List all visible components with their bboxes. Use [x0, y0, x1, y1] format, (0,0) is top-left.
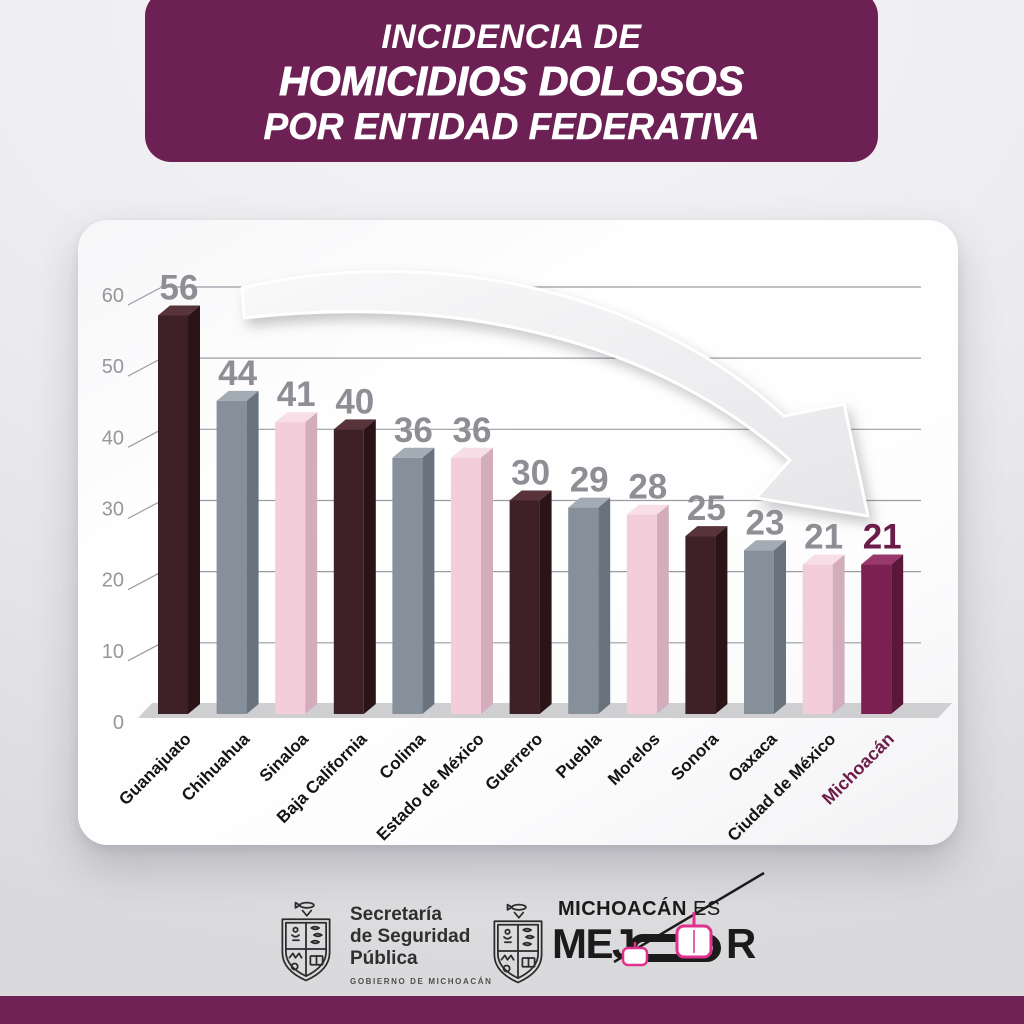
y-tick-label-30: 30 [102, 498, 124, 520]
y-tick-label-10: 10 [102, 641, 124, 663]
bar-side-Guanajuato [188, 305, 200, 714]
bar-side-Sinaloa [305, 412, 318, 714]
y-tick-label-0: 0 [113, 712, 124, 734]
x-label-Puebla: Puebla [552, 729, 605, 782]
bar-side-Sonora [715, 526, 728, 714]
bar-side-Puebla [598, 497, 611, 714]
bar-side-Baja California [363, 419, 376, 714]
y-tick-label-50: 50 [102, 356, 124, 378]
bar-top-Ciudad de México [802, 554, 845, 565]
brand-o-cablecar-track [629, 934, 721, 962]
x-label-Sonora: Sonora [667, 729, 722, 784]
michoacan-es-mejor-logo: MICHOACÁN ES MEJ R [486, 868, 786, 998]
bar-side-Chihuahua [246, 390, 259, 714]
ssp-name-line2: de Seguridad [350, 926, 471, 947]
bar-top-Baja California [333, 419, 376, 430]
value-label-Oaxaca: 23 [746, 503, 785, 542]
brand-r-text: R [726, 920, 757, 967]
value-label-Colima: 36 [394, 411, 433, 450]
bar-chart: 0 10 20 30 40 50 60 56 44 41 40 36 36 30 29 28 25 23 21 21 G… [102, 268, 952, 845]
brand-mej-text: MEJ [552, 920, 635, 967]
bar-side-Morelos [656, 504, 669, 714]
bar-top-Guanajuato [158, 305, 200, 316]
ssp-name-line3: Pública [350, 948, 418, 969]
brand-top-line: MICHOACÁN ES [558, 898, 721, 921]
bar-top-Chihuahua [216, 390, 259, 401]
value-label-Estado de México: 36 [453, 411, 492, 450]
x-label-Guerrero: Guerrero [482, 729, 547, 794]
x-label-Estado de México: Estado de México [373, 729, 488, 844]
bar-Morelos [626, 514, 657, 714]
bar-Estado de México [451, 457, 481, 714]
bar-Ciudad de México [802, 564, 833, 714]
bar-Colima [392, 457, 423, 714]
bar-Guerrero [509, 500, 540, 714]
bar-side-Oaxaca [774, 540, 786, 714]
axis-tick-50 [127, 358, 161, 377]
bar-side-Michoacán [891, 554, 904, 714]
axis-tick-60 [127, 287, 161, 306]
ssp-name-line1: Secretaría [350, 904, 442, 925]
value-label-Guerrero: 30 [511, 453, 550, 492]
value-label-Michoacán: 21 [863, 518, 902, 557]
chart-card: 0 10 20 30 40 50 60 56 44 41 40 36 36 30 29 28 25 23 21 21 G… [78, 220, 958, 845]
title-line-1: INCIDENCIA DE [381, 18, 642, 56]
value-label-Sinaloa: 41 [277, 375, 316, 414]
bar-top-Sinaloa [275, 412, 318, 423]
bar-side-Estado de México [481, 447, 493, 714]
axis-tick-10 [127, 643, 161, 662]
bar-side-Guerrero [539, 490, 552, 714]
bar-side-Ciudad de México [832, 554, 845, 714]
bar-Oaxaca [744, 550, 774, 714]
title-banner: INCIDENCIA DE HOMICIDIOS DOLOSOS POR ENT… [145, 0, 878, 162]
bar-top-Guerrero [509, 490, 552, 501]
x-label-Colima: Colima [376, 729, 430, 783]
bar-Chihuahua [216, 400, 247, 714]
bar-Michoacán [861, 564, 892, 714]
bar-top-Puebla [568, 497, 611, 508]
x-label-Morelos: Morelos [604, 729, 664, 789]
axis-tick-30 [127, 500, 161, 520]
bar-top-Colima [392, 447, 435, 458]
value-label-Chihuahua: 44 [218, 354, 257, 393]
axis-tick-20 [127, 572, 161, 591]
value-label-Puebla: 29 [570, 461, 609, 500]
bar-Baja California [333, 429, 364, 714]
x-label-Oaxaca: Oaxaca [725, 729, 782, 786]
x-label-Sinaloa: Sinaloa [256, 729, 313, 786]
value-label-Morelos: 28 [628, 468, 667, 507]
brand-michoacan-text: MICHOACÁN [558, 898, 687, 920]
title-line-3: POR ENTIDAD FEDERATIVA [263, 106, 760, 147]
trend-arrow [240, 270, 870, 518]
value-label-Ciudad de México: 21 [804, 518, 843, 557]
axis-tick-40 [127, 429, 161, 448]
bar-top-Michoacán [861, 554, 904, 565]
bar-Sinaloa [275, 422, 306, 714]
bar-top-Estado de México [451, 447, 493, 458]
bar-side-Colima [422, 447, 435, 714]
brand-es-text: ES [686, 898, 721, 920]
y-tick-label-20: 20 [102, 570, 124, 592]
bar-top-Sonora [685, 526, 728, 537]
bottom-accent-bar [0, 996, 1024, 1024]
y-tick-label-60: 60 [102, 285, 124, 307]
value-label-Guanajuato: 56 [160, 268, 199, 307]
y-tick-label-40: 40 [102, 427, 124, 449]
ssp-crest-icon [274, 900, 338, 984]
bar-top-Morelos [626, 504, 669, 515]
bar-Sonora [685, 536, 716, 714]
ssp-logo: Secretaría de Seguridad Pública GOBIERNO… [274, 900, 493, 986]
ssp-gobierno-label: GOBIERNO DE MICHOACÁN [350, 977, 493, 986]
x-label-Ciudad de México: Ciudad de México [724, 729, 840, 845]
bar-Guanajuato [158, 315, 188, 714]
brand-crest-icon [486, 902, 550, 986]
title-line-2: HOMICIDIOS DOLOSOS [279, 58, 745, 105]
bar-top-Oaxaca [744, 540, 786, 551]
value-label-Baja California: 40 [335, 382, 374, 421]
value-label-Sonora: 25 [687, 489, 726, 528]
bar-Puebla [568, 507, 599, 714]
